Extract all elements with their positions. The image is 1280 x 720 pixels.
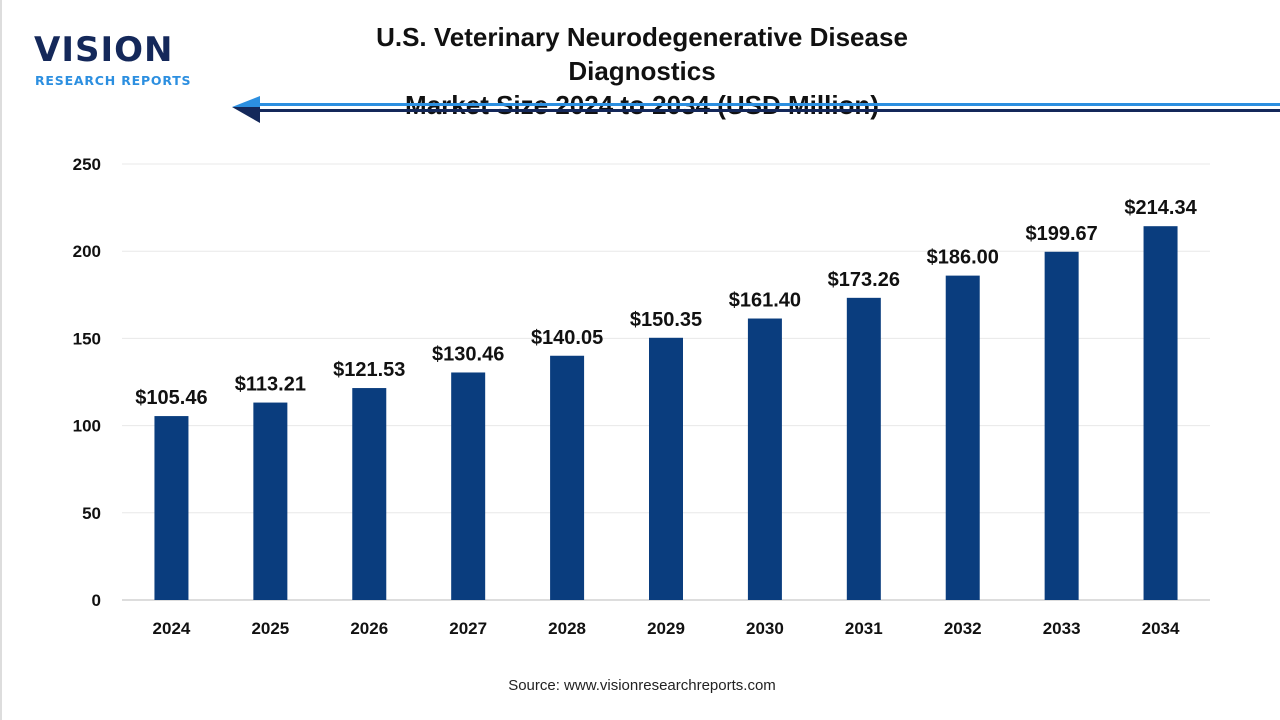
vision-research-reports-logo: VISION RESEARCH REPORTS [34, 30, 191, 90]
source-text: Source: www.visionresearchreports.com [508, 677, 776, 694]
bar-2030 [747, 318, 782, 600]
bar-2027 [451, 372, 486, 600]
arrow-head-bottom [232, 107, 260, 123]
arrow-line-blue [252, 103, 1280, 106]
y-tick-label: 0 [92, 591, 101, 610]
y-tick-label: 150 [73, 329, 101, 348]
bar-2024 [154, 416, 189, 600]
y-tick-label: 250 [73, 155, 101, 174]
x-tick-label: 2025 [251, 619, 289, 638]
arrow-head-top [232, 96, 260, 107]
x-tick-label: 2033 [1043, 619, 1081, 638]
data-label-2024: $105.46 [135, 387, 207, 409]
bar-2034 [1143, 226, 1178, 600]
y-tick-label: 100 [73, 417, 101, 436]
x-tick-label: 2026 [350, 619, 388, 638]
bar-2033 [1044, 251, 1079, 600]
x-tick-label: 2032 [944, 619, 982, 638]
logo-subtext: RESEARCH REPORTS [35, 73, 192, 88]
title-line-1: U.S. Veterinary Neurodegenerative Diseas… [376, 22, 908, 86]
bar-2031 [846, 297, 881, 600]
x-tick-label: 2030 [746, 619, 784, 638]
y-tick-label: 50 [82, 504, 101, 523]
data-label-2032: $186.00 [927, 247, 999, 269]
x-tick-label: 2027 [449, 619, 487, 638]
arrow-line-navy [252, 109, 1280, 112]
data-label-2034: $214.34 [1124, 197, 1197, 219]
data-label-2030: $161.40 [729, 290, 801, 312]
x-tick-label: 2031 [845, 619, 883, 638]
bar-2029 [649, 337, 683, 600]
data-label-2025: $113.21 [235, 374, 306, 396]
header-arrow [232, 96, 1280, 123]
x-tick-label: 2034 [1142, 619, 1180, 638]
data-label-2033: $199.67 [1025, 223, 1097, 245]
data-label-2031: $173.26 [828, 269, 900, 291]
data-label-2027: $130.46 [432, 343, 504, 365]
bar-2025 [253, 402, 288, 600]
data-label-2029: $150.35 [630, 309, 702, 331]
data-label-2026: $121.53 [333, 359, 405, 381]
y-tick-label: 200 [73, 242, 101, 261]
logo-text: VISION [34, 30, 174, 70]
x-tick-label: 2028 [548, 619, 586, 638]
x-tick-label: 2029 [647, 619, 685, 638]
bar-2028 [550, 355, 585, 600]
x-tick-label: 2024 [153, 619, 191, 638]
data-label-2028: $140.05 [531, 327, 603, 349]
bar-2026 [352, 388, 387, 600]
bar-2032 [945, 275, 980, 600]
